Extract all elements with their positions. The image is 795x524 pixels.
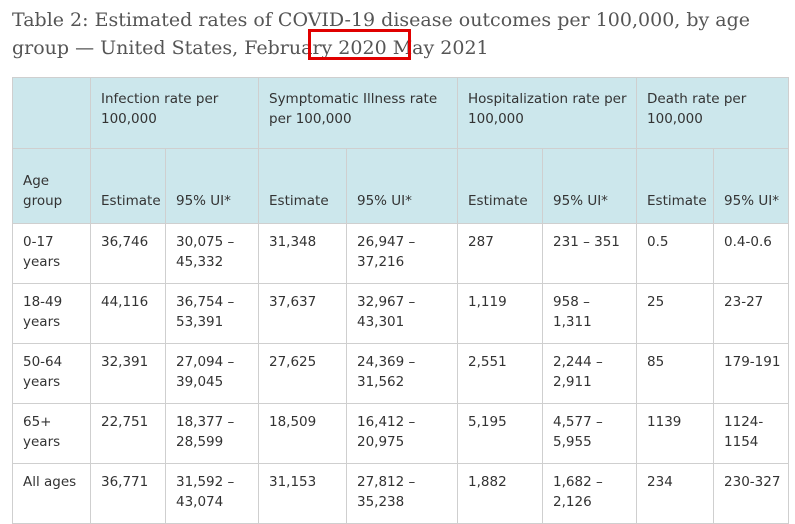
infection-estimate-cell: 36,771 bbox=[90, 463, 166, 524]
table-row: 65+ years 22,751 18,377 – 28,599 18,509 … bbox=[12, 403, 790, 464]
symptomatic-estimate-cell: 31,348 bbox=[258, 223, 347, 284]
hospitalization-ui-cell: 1,682 – 2,126 bbox=[542, 463, 638, 524]
estimate-header: Estimate bbox=[258, 148, 347, 224]
table-title: Table 2: Estimated rates of COVID-19 dis… bbox=[12, 6, 792, 62]
infection-ui-cell: 27,094 – 39,045 bbox=[165, 343, 259, 404]
age-group-header: Age group bbox=[12, 148, 91, 224]
ui-header: 95% UI* bbox=[165, 148, 259, 224]
death-ui-cell: 23-27 bbox=[713, 283, 790, 344]
age-group-cell: 0-17 years bbox=[12, 223, 91, 284]
estimate-header: Estimate bbox=[457, 148, 544, 224]
death-ui-cell: 230-327 bbox=[713, 463, 790, 524]
table-row: 50-64 years 32,391 27,094 – 39,045 27,62… bbox=[12, 343, 790, 404]
hospitalization-ui-cell: 958 – 1,311 bbox=[542, 283, 638, 344]
death-ui-cell: 1124-1154 bbox=[713, 403, 790, 464]
symptomatic-ui-cell: 27,812 – 35,238 bbox=[345, 463, 459, 524]
death-estimate-cell: 0.5 bbox=[636, 223, 715, 284]
ui-header: 95% UI* bbox=[542, 148, 638, 224]
hospitalization-estimate-cell: 1,882 bbox=[457, 463, 544, 524]
symptomatic-estimate-cell: 27,625 bbox=[258, 343, 347, 404]
estimate-header: Estimate bbox=[636, 148, 715, 224]
age-group-cell: 65+ years bbox=[12, 403, 91, 464]
death-estimate-cell: 85 bbox=[636, 343, 715, 404]
death-estimate-cell: 25 bbox=[636, 283, 715, 344]
infection-rate-header: Infection rate per 100,000 bbox=[90, 77, 259, 149]
symptomatic-estimate-cell: 31,153 bbox=[258, 463, 347, 524]
symptomatic-estimate-cell: 37,637 bbox=[258, 283, 347, 344]
hospitalization-estimate-cell: 287 bbox=[457, 223, 544, 284]
hospitalization-ui-cell: 231 – 351 bbox=[542, 223, 638, 284]
infection-estimate-cell: 22,751 bbox=[90, 403, 166, 464]
symptomatic-estimate-cell: 18,509 bbox=[258, 403, 347, 464]
empty-header-cell bbox=[12, 77, 91, 149]
infection-ui-cell: 36,754 – 53,391 bbox=[165, 283, 259, 344]
death-ui-cell: 0.4-0.6 bbox=[713, 223, 790, 284]
symptomatic-ui-cell: 16,412 – 20,975 bbox=[345, 403, 459, 464]
outcomes-table: Infection rate per 100,000 Symptomatic I… bbox=[12, 77, 790, 524]
hospitalization-rate-header: Hospitalization rate per 100,000 bbox=[457, 77, 638, 149]
infection-ui-cell: 18,377 – 28,599 bbox=[165, 403, 259, 464]
table-title-text: Table 2: Estimated rates of COVID-19 dis… bbox=[12, 9, 751, 59]
age-group-cell: 18-49 years bbox=[12, 283, 91, 344]
estimate-header: Estimate bbox=[90, 148, 166, 224]
hospitalization-estimate-cell: 2,551 bbox=[457, 343, 544, 404]
infection-ui-cell: 30,075 – 45,332 bbox=[165, 223, 259, 284]
infection-estimate-cell: 32,391 bbox=[90, 343, 166, 404]
table-row: 18-49 years 44,116 36,754 – 53,391 37,63… bbox=[12, 283, 790, 344]
hospitalization-ui-cell: 2,244 – 2,911 bbox=[542, 343, 638, 404]
table-row: 0-17 years 36,746 30,075 – 45,332 31,348… bbox=[12, 223, 790, 284]
symptomatic-ui-cell: 24,369 – 31,562 bbox=[345, 343, 459, 404]
table-row: All ages 36,771 31,592 – 43,074 31,153 2… bbox=[12, 463, 790, 524]
death-rate-header: Death rate per 100,000 bbox=[636, 77, 790, 149]
title-highlighted-date: May 2021 bbox=[392, 37, 489, 59]
symptomatic-ui-cell: 26,947 – 37,216 bbox=[345, 223, 459, 284]
infection-estimate-cell: 36,746 bbox=[90, 223, 166, 284]
death-estimate-cell: 1139 bbox=[636, 403, 715, 464]
death-estimate-cell: 234 bbox=[636, 463, 715, 524]
group-header-row: Infection rate per 100,000 Symptomatic I… bbox=[12, 77, 790, 149]
infection-ui-cell: 31,592 – 43,074 bbox=[165, 463, 259, 524]
hospitalization-estimate-cell: 1,119 bbox=[457, 283, 544, 344]
symptomatic-rate-header: Symptomatic Illness rate per 100,000 bbox=[257, 77, 459, 149]
red-highlight-box bbox=[308, 29, 411, 60]
age-group-cell: All ages bbox=[12, 463, 91, 524]
ui-header: 95% UI* bbox=[713, 148, 790, 224]
ui-header: 95% UI* bbox=[345, 148, 459, 224]
infection-estimate-cell: 44,116 bbox=[90, 283, 166, 344]
column-header-row: Age group Estimate 95% UI* Estimate 95% … bbox=[12, 148, 790, 224]
death-ui-cell: 179-191 bbox=[713, 343, 790, 404]
symptomatic-ui-cell: 32,967 – 43,301 bbox=[345, 283, 459, 344]
age-group-cell: 50-64 years bbox=[12, 343, 91, 404]
hospitalization-ui-cell: 4,577 – 5,955 bbox=[542, 403, 638, 464]
hospitalization-estimate-cell: 5,195 bbox=[457, 403, 544, 464]
